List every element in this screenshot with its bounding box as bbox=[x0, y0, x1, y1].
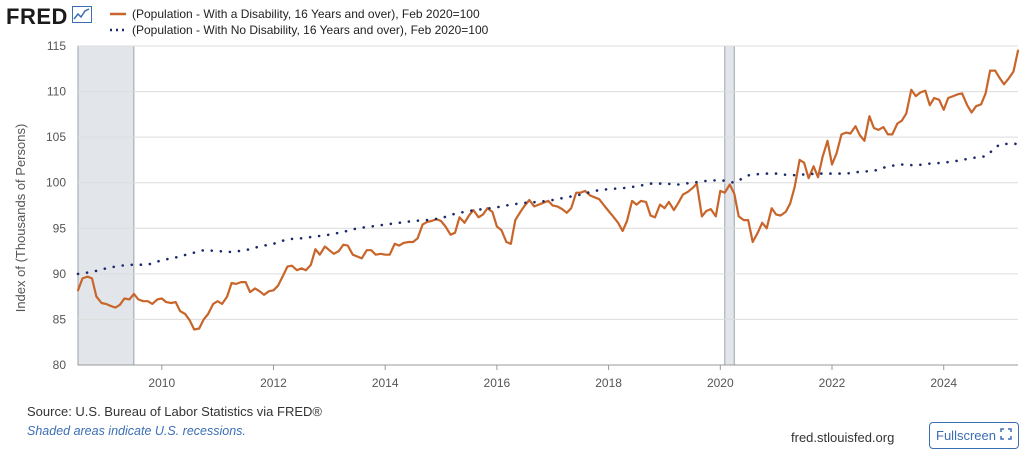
y-tick-label: 115 bbox=[47, 39, 66, 53]
line-chart: 80 85 90 95 100 105 110 115 2010 2012 2014 2016 2018… bbox=[13, 39, 1020, 390]
x-tick-label: 2018 bbox=[595, 376, 622, 390]
recession-band bbox=[77, 45, 135, 366]
legend-item-disability[interactable]: (Population - With a Disability, 16 Year… bbox=[110, 6, 488, 22]
recession-note: Shaded areas indicate U.S. recessions. bbox=[27, 424, 246, 438]
line-chart-icon bbox=[71, 6, 92, 28]
fred-logo[interactable]: FRED bbox=[6, 4, 92, 30]
y-tick-label: 105 bbox=[46, 130, 66, 144]
site-link[interactable]: fred.stlouisfed.org bbox=[791, 430, 895, 445]
x-tick-label: 2014 bbox=[372, 376, 399, 390]
plot-area bbox=[78, 46, 1018, 365]
x-tick-label: 2024 bbox=[930, 376, 957, 390]
x-tick-label: 2022 bbox=[819, 376, 846, 390]
y-tick-label: 110 bbox=[47, 85, 66, 99]
recession-band bbox=[724, 45, 735, 366]
y-tick-label: 85 bbox=[53, 312, 67, 326]
x-tick-label: 2010 bbox=[148, 376, 175, 390]
y-axis-label: Index of (Thousands of Persons) bbox=[13, 124, 28, 313]
legend-label: (Population - With a Disability, 16 Year… bbox=[132, 7, 480, 21]
legend-swatch-solid bbox=[110, 12, 126, 16]
series-line-no-disability bbox=[76, 142, 1020, 276]
fred-logo-text: FRED bbox=[6, 4, 68, 29]
series-line-disability bbox=[76, 49, 1020, 331]
legend-label: (Population - With No Disability, 16 Yea… bbox=[132, 23, 489, 37]
y-tick-label: 100 bbox=[46, 176, 66, 190]
legend-swatch-dotted bbox=[110, 28, 126, 32]
fullscreen-label: Fullscreen bbox=[936, 428, 996, 443]
x-tick-label: 2012 bbox=[260, 376, 287, 390]
x-tick-label: 2016 bbox=[484, 376, 511, 390]
y-tick-label: 90 bbox=[53, 267, 67, 281]
y-tick-label: 95 bbox=[53, 221, 67, 235]
source-text: Source: U.S. Bureau of Labor Statistics … bbox=[27, 404, 322, 419]
fullscreen-icon bbox=[1000, 428, 1012, 443]
x-tick-label: 2020 bbox=[707, 376, 734, 390]
legend-item-no-disability[interactable]: (Population - With No Disability, 16 Yea… bbox=[110, 22, 488, 38]
fullscreen-button[interactable]: Fullscreen bbox=[929, 422, 1019, 449]
y-tick-label: 80 bbox=[53, 358, 67, 372]
chart-legend: (Population - With a Disability, 16 Year… bbox=[110, 6, 488, 38]
